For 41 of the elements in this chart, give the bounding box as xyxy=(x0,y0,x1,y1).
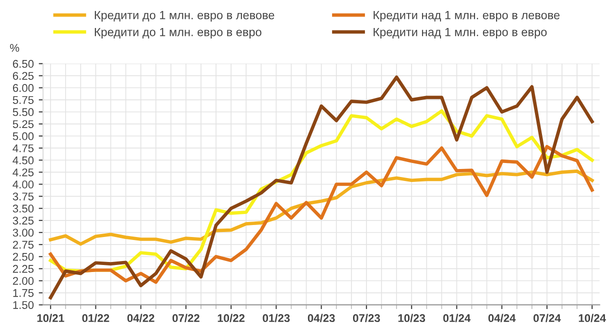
y-tick-label: 4.50 xyxy=(12,156,34,164)
legend-label: Кредити над 1 млн. евро в евро xyxy=(374,28,547,39)
y-tick-label: 4.25 xyxy=(12,168,34,176)
y-tick-label: 3.75 xyxy=(12,192,34,200)
x-tick-label: 10/23 xyxy=(398,314,426,322)
y-tick-label: 2.75 xyxy=(12,240,34,249)
legend-label: Кредити до 1 млн. евро в евро xyxy=(94,28,262,39)
y-tick-label: 2.25 xyxy=(12,264,34,273)
y-tick-label: 2.00 xyxy=(12,276,34,285)
x-tick-label: 10/22 xyxy=(218,314,245,322)
y-tick-label: 3.50 xyxy=(12,204,34,213)
x-tick-label: 04/23 xyxy=(308,314,335,322)
y-tick-label: 1.50 xyxy=(13,301,34,309)
x-tick-label: 07/24 xyxy=(534,314,561,322)
x-tick-label: 07/22 xyxy=(172,314,200,322)
x-tick-label: 04/22 xyxy=(127,314,154,322)
y-tick-label: 2.50 xyxy=(12,252,34,261)
y-tick-label: 6.25 xyxy=(12,72,34,80)
line-series xyxy=(48,75,594,300)
x-tick-label: 04/24 xyxy=(488,314,516,322)
y-axis-title: % xyxy=(10,44,20,52)
x-tick-label: 10/21 xyxy=(37,314,64,322)
x-tick-label: 01/23 xyxy=(262,314,290,322)
y-tick-label: 4.75 xyxy=(12,144,34,152)
y-tick-label: 1.75 xyxy=(13,289,34,297)
y-tick-label: 5.50 xyxy=(12,108,34,116)
x-tick-label: 01/24 xyxy=(443,314,471,322)
y-tick-label: 3.25 xyxy=(12,216,34,225)
y-tick-label: 5.25 xyxy=(12,120,34,128)
y-tick-label: 6.00 xyxy=(12,84,34,92)
y-tick-label: 5.00 xyxy=(12,132,34,140)
y-tick-label: 4.00 xyxy=(12,180,34,188)
y-tick-label: 6.50 xyxy=(12,60,34,68)
x-tick-label: 01/22 xyxy=(82,314,110,322)
y-tick-label: 5.75 xyxy=(12,96,34,104)
y-tick-label: 3.00 xyxy=(12,228,34,237)
x-tick-label: 07/23 xyxy=(353,314,380,322)
legend-label: Кредити над 1 млн. евро в левове xyxy=(374,11,560,22)
legend-label: Кредити до 1 млн. евро в левове xyxy=(94,11,274,22)
x-tick-label: 10/24 xyxy=(578,314,606,322)
line-series xyxy=(48,144,594,284)
